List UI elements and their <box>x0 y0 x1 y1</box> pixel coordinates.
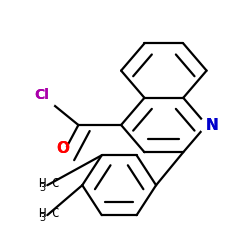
Text: 3: 3 <box>39 213 45 223</box>
Text: C: C <box>51 177 59 190</box>
Text: Cl: Cl <box>34 88 49 102</box>
Text: O: O <box>56 141 69 156</box>
Text: O: O <box>56 141 69 156</box>
Text: H: H <box>38 177 45 190</box>
Text: 3: 3 <box>39 183 45 193</box>
Text: Cl: Cl <box>34 88 49 102</box>
Text: N: N <box>205 118 218 132</box>
Text: H: H <box>38 207 45 220</box>
Text: N: N <box>205 118 218 132</box>
Text: C: C <box>51 207 59 220</box>
